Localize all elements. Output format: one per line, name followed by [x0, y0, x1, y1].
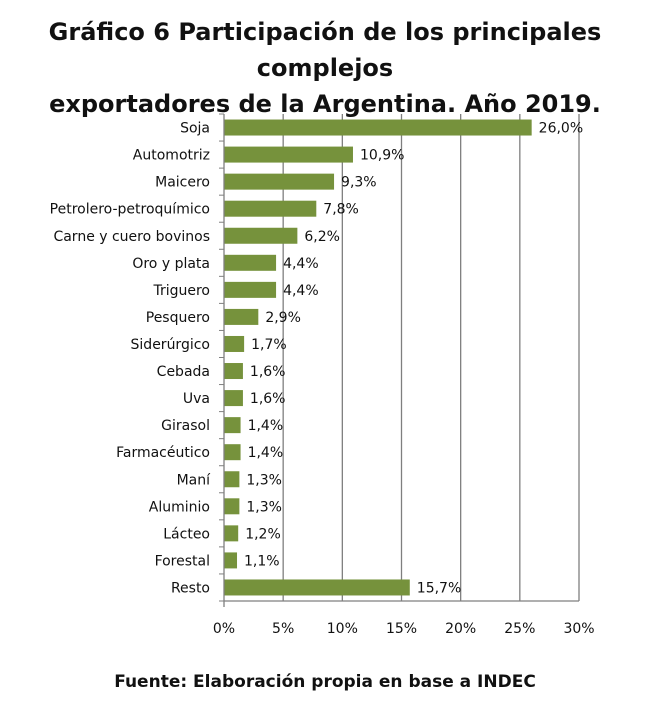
- data-label: 15,7%: [417, 580, 461, 596]
- x-tick-label: 25%: [504, 621, 535, 637]
- bar: [224, 417, 241, 434]
- data-label: 1,4%: [248, 418, 284, 434]
- bar: [224, 525, 239, 542]
- x-tick-label: 20%: [445, 621, 476, 637]
- category-label: Forestal: [155, 553, 210, 569]
- data-label: 26,0%: [539, 121, 583, 137]
- x-tick-label: 15%: [386, 621, 417, 637]
- data-label: 1,3%: [246, 499, 282, 515]
- data-label: 1,2%: [245, 526, 281, 542]
- category-label: Girasol: [161, 418, 210, 434]
- data-label: 4,4%: [283, 283, 319, 299]
- x-tick-label: 10%: [327, 621, 358, 637]
- bar: [224, 363, 243, 380]
- x-tick-label: 0%: [213, 621, 235, 637]
- source-note: Fuente: Elaboración propia en base a IND…: [114, 672, 536, 692]
- chart-title: Gráfico 6 Participación de los principal…: [0, 14, 650, 122]
- data-label: 6,2%: [304, 229, 340, 245]
- bar: [224, 335, 245, 352]
- data-label: 1,4%: [248, 445, 284, 461]
- bar: [224, 390, 243, 407]
- x-tick-label: 5%: [272, 621, 294, 637]
- data-label: 1,6%: [250, 364, 286, 380]
- data-label: 1,7%: [251, 337, 287, 353]
- category-label: Oro y plata: [132, 256, 210, 272]
- category-label: Automotriz: [133, 148, 210, 164]
- bar: [224, 281, 277, 298]
- bar: [224, 173, 335, 190]
- bar: [224, 119, 532, 136]
- category-label: Cebada: [157, 364, 210, 380]
- x-tick-label: 30%: [563, 621, 594, 637]
- category-label: Carne y cuero bovinos: [53, 229, 210, 245]
- category-label: Aluminio: [149, 499, 210, 515]
- bar: [224, 227, 298, 244]
- bar: [224, 200, 317, 217]
- category-label: Pesquero: [146, 310, 210, 326]
- data-label: 2,9%: [265, 310, 301, 326]
- category-label: Siderúrgico: [131, 337, 210, 353]
- category-label: Resto: [171, 580, 210, 596]
- chart-title-line-2: exportadores de la Argentina. Año 2019.: [49, 90, 601, 118]
- data-label: 4,4%: [283, 256, 319, 272]
- data-label: 1,3%: [246, 472, 282, 488]
- category-label: Farmacéutico: [116, 445, 210, 461]
- category-label: Petrolero-petroquímico: [50, 202, 210, 218]
- category-label: Maicero: [155, 175, 210, 191]
- bar: [224, 471, 240, 488]
- category-label: Uva: [183, 391, 210, 407]
- bar: [224, 254, 277, 271]
- bar: [224, 579, 410, 596]
- bar: [224, 498, 240, 515]
- bar: [224, 552, 238, 569]
- bar: [224, 308, 259, 325]
- category-label: Lácteo: [163, 526, 210, 542]
- category-label: Soja: [180, 121, 210, 137]
- data-label: 1,1%: [244, 553, 280, 569]
- data-label: 10,9%: [360, 148, 404, 164]
- data-label: 1,6%: [250, 391, 286, 407]
- chart-title-line-1: Gráfico 6 Participación de los principal…: [48, 18, 602, 82]
- data-label: 9,3%: [341, 175, 377, 191]
- data-label: 7,8%: [323, 202, 359, 218]
- category-label: Triguero: [152, 283, 210, 299]
- bar: [224, 444, 241, 461]
- category-label: Maní: [177, 472, 212, 488]
- bar: [224, 146, 353, 163]
